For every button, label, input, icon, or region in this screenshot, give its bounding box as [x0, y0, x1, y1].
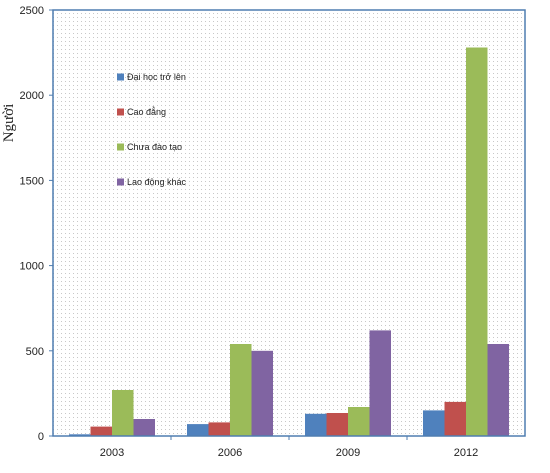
- bar-cao-đẳng-2012: [444, 401, 466, 436]
- legend-swatch: [117, 108, 124, 116]
- bar-lao-động-khác-2003: [133, 419, 155, 436]
- bar-chưa-đào-tạo-2006: [230, 344, 252, 436]
- bar-chưa-đào-tạo-2012: [466, 47, 488, 436]
- bar-lao-động-khác-2006: [251, 350, 273, 436]
- legend-swatch: [117, 73, 124, 81]
- x-tick-label: 2009: [336, 447, 360, 459]
- legend-label: Lao động khác: [127, 177, 187, 187]
- bar-lao-động-khác-2009: [369, 330, 391, 436]
- y-tick-label: 0: [38, 431, 44, 443]
- y-tick-label: 1500: [20, 175, 44, 187]
- bar-đại-học-trở-lên-2006: [187, 424, 209, 436]
- bar-đại-học-trở-lên-2012: [423, 410, 445, 436]
- legend-swatch: [117, 143, 124, 151]
- bar-đại-học-trở-lên-2009: [305, 413, 327, 436]
- x-tick-label: 2006: [218, 447, 242, 459]
- y-tick-label: 1000: [20, 261, 44, 273]
- y-tick-label: 2500: [20, 5, 44, 17]
- bar-đại-học-trở-lên-2003: [69, 434, 91, 436]
- bar-cao-đẳng-2009: [326, 413, 348, 436]
- x-tick-label: 2012: [454, 447, 478, 459]
- bar-chưa-đào-tạo-2009: [348, 407, 370, 436]
- x-axis: 2003 2006 2009 2012: [100, 436, 478, 459]
- bar-cao-đẳng-2003: [90, 426, 112, 436]
- bars-layer: [69, 47, 509, 436]
- bar-lao-động-khác-2012: [487, 344, 509, 436]
- legend-label: Đại học trở lên: [127, 72, 186, 82]
- plot-area-background: [53, 10, 525, 436]
- bar-chưa-đào-tạo-2003: [112, 390, 134, 436]
- legend-label: Chưa đào tạo: [127, 142, 182, 152]
- legend-swatch: [117, 178, 124, 186]
- x-tick-label: 2003: [100, 447, 124, 459]
- y-axis-label: Người: [1, 104, 17, 143]
- y-axis: 0 500 1000 1500 2000 2500: [20, 5, 53, 443]
- y-tick-label: 2000: [20, 90, 44, 102]
- legend-label: Cao đẳng: [127, 106, 166, 117]
- legend: Đại học trở lên Cao đẳng Chưa đào tạo Lao đ…: [117, 72, 187, 187]
- bar-cao-đẳng-2006: [208, 422, 230, 436]
- y-tick-label: 500: [26, 346, 44, 358]
